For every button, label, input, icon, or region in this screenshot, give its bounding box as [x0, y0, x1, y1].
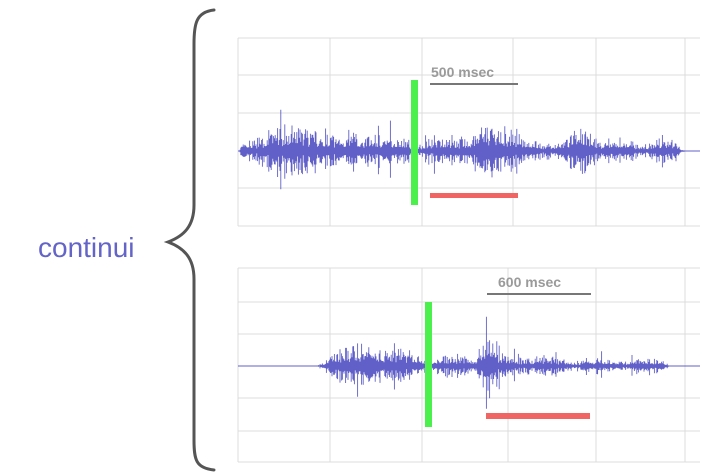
panel-2-waveform: [316, 316, 669, 409]
curly-brace: [163, 8, 216, 472]
panel-1-segment-bar: [430, 193, 518, 198]
panel-2-duration-label: 600 msec: [498, 274, 561, 290]
panel-1-grid: [237, 37, 700, 227]
panel-1-boundary-marker: [411, 80, 418, 205]
panel-1-duration-label: 500 msec: [431, 64, 494, 80]
word-label: continui: [38, 232, 135, 263]
panel-2-segment-bar: [486, 413, 590, 419]
panel-2-boundary-marker: [425, 302, 432, 427]
panel-1-waveform: [239, 109, 686, 190]
